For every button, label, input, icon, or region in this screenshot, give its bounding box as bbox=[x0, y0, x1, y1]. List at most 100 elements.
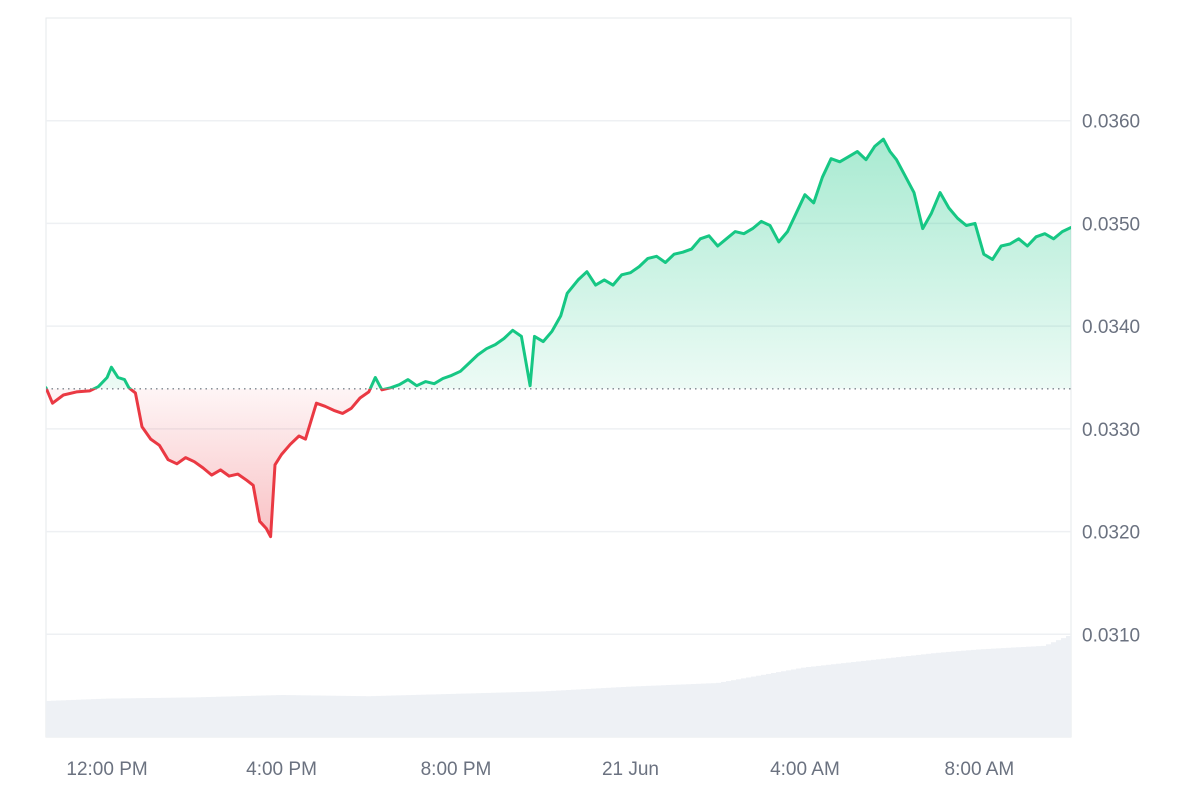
volume-bar bbox=[491, 692, 496, 737]
volume-bar bbox=[471, 693, 476, 737]
volume-bar bbox=[161, 697, 166, 737]
volume-bar bbox=[351, 695, 356, 737]
volume-bar bbox=[391, 695, 396, 737]
volume-bar bbox=[71, 699, 76, 737]
volume-bar bbox=[141, 698, 146, 737]
volume-bar bbox=[86, 699, 91, 737]
volume-bar bbox=[641, 686, 646, 737]
volume-bar bbox=[446, 694, 451, 737]
volume-bar bbox=[741, 678, 746, 737]
volume-bar bbox=[106, 698, 111, 737]
volume-bars bbox=[46, 636, 1071, 737]
volume-bar bbox=[926, 653, 931, 737]
volume-bar bbox=[936, 652, 941, 737]
volume-bar bbox=[516, 692, 521, 737]
volume-bar bbox=[731, 680, 736, 737]
volume-bar bbox=[226, 696, 231, 737]
volume-bar bbox=[301, 695, 306, 737]
price-line-up bbox=[46, 137, 1071, 389]
volume-bar bbox=[586, 688, 591, 737]
volume-bar bbox=[66, 700, 71, 737]
volume-bar bbox=[271, 695, 276, 737]
volume-bar bbox=[181, 697, 186, 737]
volume-bar bbox=[1001, 648, 1006, 737]
volume-bar bbox=[986, 648, 991, 737]
volume-bar bbox=[486, 692, 491, 737]
volume-bar bbox=[996, 648, 1001, 737]
volume-bar bbox=[121, 698, 126, 737]
volume-bar bbox=[561, 690, 566, 737]
x-tick-label: 8:00 PM bbox=[421, 759, 492, 780]
volume-bar bbox=[286, 695, 291, 737]
volume-bar bbox=[511, 692, 516, 737]
volume-bar bbox=[316, 695, 321, 737]
volume-bar bbox=[901, 656, 906, 737]
volume-bar bbox=[1021, 646, 1026, 737]
volume-bar bbox=[956, 651, 961, 737]
volume-bar bbox=[696, 683, 701, 737]
volume-bar bbox=[311, 695, 316, 737]
volume-bar bbox=[576, 689, 581, 737]
volume-bar bbox=[551, 690, 556, 737]
volume-bar bbox=[541, 691, 546, 737]
volume-bar bbox=[481, 693, 486, 737]
volume-bar bbox=[946, 651, 951, 737]
volume-bar bbox=[596, 688, 601, 737]
volume-bar bbox=[691, 683, 696, 737]
volume-bar bbox=[706, 683, 711, 737]
volume-bar bbox=[616, 687, 621, 737]
volume-bar bbox=[256, 695, 261, 737]
volume-bar bbox=[896, 657, 901, 737]
volume-bar bbox=[841, 663, 846, 737]
volume-bar bbox=[776, 672, 781, 737]
volume-bar bbox=[136, 698, 141, 737]
volume-bar bbox=[686, 684, 691, 737]
volume-bar bbox=[526, 691, 531, 737]
volume-bar bbox=[991, 648, 996, 737]
x-tick-label: 21 Jun bbox=[602, 759, 659, 780]
volume-bar bbox=[126, 698, 131, 737]
volume-bar bbox=[426, 694, 431, 737]
volume-bar bbox=[756, 675, 761, 737]
volume-bar bbox=[396, 695, 401, 737]
volume-bar bbox=[101, 698, 106, 737]
volume-bar bbox=[276, 695, 281, 737]
volume-bar bbox=[721, 681, 726, 737]
volume-bar bbox=[871, 659, 876, 737]
volume-bar bbox=[1006, 647, 1011, 737]
volume-bar bbox=[646, 685, 651, 737]
volume-bar bbox=[221, 696, 226, 737]
volume-bar bbox=[496, 692, 501, 737]
volume-bar bbox=[611, 687, 616, 737]
volume-bar bbox=[441, 694, 446, 737]
volume-bar bbox=[461, 693, 466, 737]
volume-bar bbox=[151, 697, 156, 737]
volume-bar bbox=[236, 696, 241, 737]
volume-bar bbox=[676, 684, 681, 737]
volume-bar bbox=[906, 656, 911, 737]
volume-bar bbox=[931, 653, 936, 737]
volume-bar bbox=[846, 662, 851, 737]
volume-bar bbox=[1016, 647, 1021, 737]
volume-bar bbox=[666, 685, 671, 737]
volume-bar bbox=[371, 696, 376, 737]
volume-bar bbox=[941, 652, 946, 737]
price-line-down bbox=[46, 388, 393, 539]
volume-bar bbox=[216, 696, 221, 737]
volume-bar bbox=[626, 686, 631, 737]
volume-bar bbox=[546, 691, 551, 737]
volume-bar bbox=[211, 696, 216, 737]
volume-bar bbox=[306, 695, 311, 737]
volume-bar bbox=[1051, 642, 1056, 737]
volume-bar bbox=[961, 650, 966, 737]
volume-bar bbox=[261, 695, 266, 737]
volume-bar bbox=[411, 694, 416, 737]
volume-bar bbox=[196, 697, 201, 737]
volume-bar bbox=[296, 695, 301, 737]
volume-bar bbox=[61, 700, 66, 737]
volume-bar bbox=[381, 695, 386, 737]
volume-bar bbox=[771, 673, 776, 737]
volume-bar bbox=[356, 696, 361, 737]
volume-bar bbox=[521, 691, 526, 737]
volume-bar bbox=[971, 649, 976, 737]
